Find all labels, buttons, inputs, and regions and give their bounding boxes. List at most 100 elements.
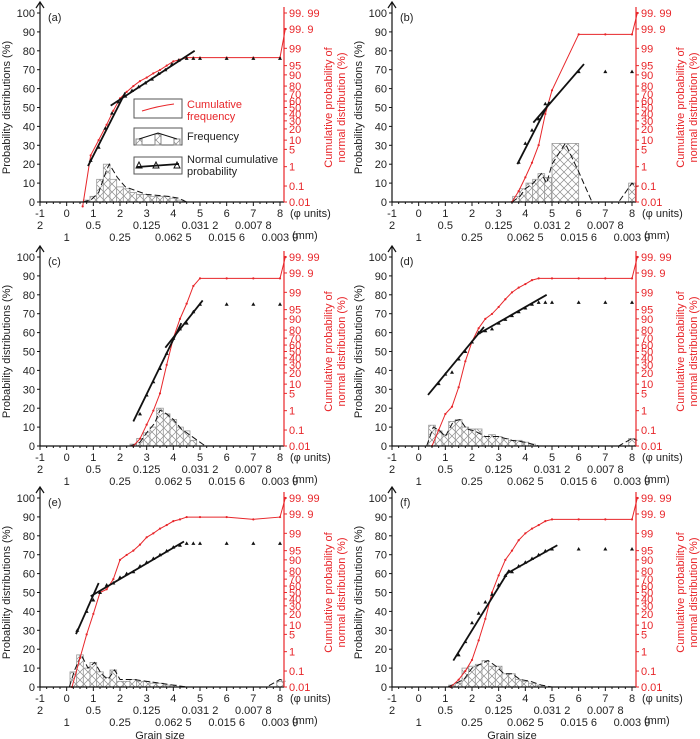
cumulative-point: [92, 612, 95, 616]
left-tick-label: 30: [23, 625, 35, 637]
left-axis-title: Probability distributions (%): [1, 285, 13, 418]
normal-point: [224, 302, 229, 306]
cumulative-point: [165, 64, 168, 67]
normal-point: [198, 302, 202, 306]
right-tick-label: 99. 9: [641, 24, 665, 36]
cumulative-point: [198, 515, 202, 519]
cumulative-point: [550, 277, 554, 280]
right-tick-label: 0.01: [289, 441, 310, 453]
cumulative-point: [198, 277, 202, 280]
frequency-bar: [142, 194, 151, 203]
normal-point: [84, 609, 89, 613]
mm-tick-label: 0.25: [461, 476, 482, 488]
normal-point: [116, 99, 121, 104]
right-tick-label: 60: [289, 581, 301, 593]
left-tick-label: 60: [23, 328, 35, 340]
right-tick-label: 0.1: [641, 666, 656, 678]
normal-point: [536, 552, 541, 557]
right-tick-label: 1: [289, 406, 295, 418]
right-axis-title: normal distribution (%): [336, 52, 348, 162]
mm-tick-label: 0.003 9: [262, 717, 299, 729]
right-tick-label: 5: [289, 144, 295, 156]
cumulative-point: [537, 143, 540, 147]
normal-point: [543, 548, 548, 553]
normal-point: [516, 160, 521, 164]
normal-point: [198, 56, 202, 60]
cumulative-point: [577, 277, 580, 280]
cumulative-point: [530, 527, 534, 530]
cumulative-point: [510, 549, 514, 552]
phi-tick-label: 1: [442, 208, 448, 220]
left-tick-label: 0: [29, 682, 35, 694]
phi-tick-label: -1: [387, 208, 397, 220]
cumulative-point: [544, 520, 547, 523]
normal-fit-line: [427, 326, 485, 396]
mm-tick-label: 0.015 6: [560, 717, 597, 729]
right-tick-label: 0.1: [289, 181, 304, 193]
cumulative-point: [497, 305, 500, 309]
panel-label: (e): [48, 497, 61, 509]
left-tick-label: 60: [375, 84, 387, 96]
normal-point: [163, 67, 168, 72]
phi-tick-label: 0: [416, 693, 422, 705]
left-axis-title: Probability distributions (%): [1, 526, 13, 659]
frequency-bar: [169, 419, 178, 447]
right-tick-label: 20: [289, 124, 301, 136]
mm-units-label: (mm): [644, 474, 670, 486]
normal-point: [158, 366, 162, 371]
cumulative-point: [172, 60, 175, 63]
left-tick-label: 60: [375, 328, 387, 340]
cumulative-point: [504, 298, 507, 301]
right-tick-label: 40: [641, 594, 653, 606]
normal-point: [490, 592, 494, 596]
right-tick-label: 90: [641, 70, 653, 82]
normal-point: [170, 62, 174, 66]
mm-tick-label: 1: [64, 476, 70, 488]
normal-point: [164, 351, 169, 355]
right-axis-title: normal distribution (%): [336, 296, 348, 406]
cumulative-point: [604, 518, 607, 521]
normal-point: [178, 543, 182, 547]
cumulative-curve: [82, 28, 286, 207]
frequency-bar: [122, 680, 131, 688]
axis-arrow-icon: [35, 244, 45, 253]
left-tick-label: 20: [375, 644, 387, 656]
frequency-bar: [149, 195, 158, 203]
left-tick-label: 20: [375, 403, 387, 415]
left-tick-label: 10: [23, 422, 35, 434]
cumulative-point: [484, 317, 487, 320]
phi-tick-label: 5: [549, 208, 555, 220]
right-tick-label: 99. 99: [289, 8, 320, 20]
phi-tick-label: 4: [522, 208, 528, 220]
normal-point: [576, 547, 581, 551]
normal-point: [118, 575, 122, 579]
mm-tick-label: 0.125: [485, 220, 513, 232]
right-tick-label: 5: [641, 144, 647, 156]
cumulative-point: [550, 89, 554, 92]
right-tick-label: 1: [289, 647, 295, 659]
mm-tick-label: 0.015 6: [560, 232, 597, 244]
right-tick-label: 99. 99: [289, 252, 320, 264]
right-tick-label: 10: [289, 135, 301, 147]
normal-point: [536, 300, 541, 304]
right-tick-label: 80: [289, 81, 301, 93]
cumulative-point: [152, 532, 155, 535]
right-tick-label: 1: [641, 162, 647, 174]
normal-fit-line: [452, 569, 511, 662]
right-tick-label: 99. 9: [289, 509, 313, 521]
phi-tick-label: -1: [35, 693, 45, 705]
cumulative-point: [138, 437, 142, 440]
cumulative-point: [630, 518, 634, 521]
mm-tick-label: 0.031 2: [534, 464, 571, 476]
mm-tick-label: 0.5: [438, 220, 453, 232]
mm-tick-label: 0.5: [86, 220, 101, 232]
normal-point: [576, 300, 581, 304]
left-tick-label: 60: [23, 569, 35, 581]
cumulative-point: [604, 33, 607, 36]
normal-point: [516, 564, 521, 568]
left-tick-label: 90: [23, 271, 35, 283]
left-tick-label: 80: [375, 290, 387, 302]
mm-tick-label: 0.062 5: [155, 717, 192, 729]
right-tick-label: 99: [641, 43, 653, 55]
normal-point: [251, 302, 256, 306]
